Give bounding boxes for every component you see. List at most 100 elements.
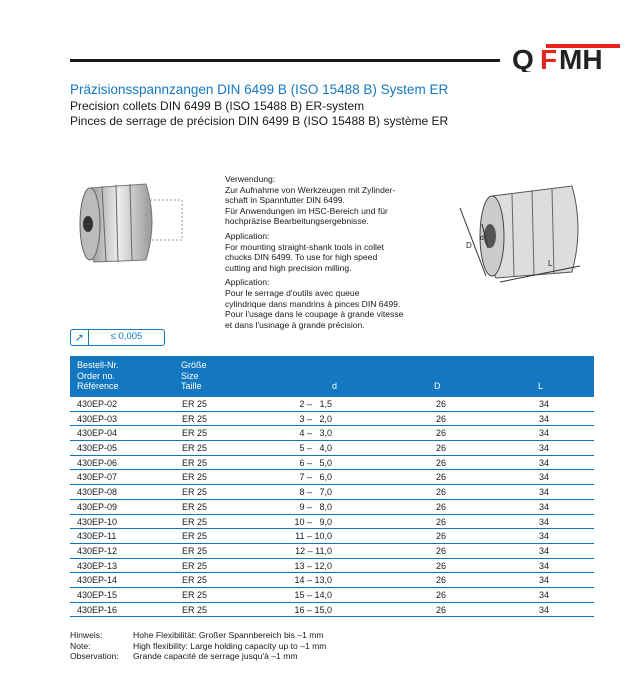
table-row: 430EP-02 ER 25 2 – 1,5 26 34 [70,397,594,412]
svg-text:D: D [466,241,472,250]
cell-size: ER 25 [182,560,208,571]
cell-L: 34 [539,501,550,512]
cell-size: ER 25 [182,472,208,483]
svg-text:F: F [540,44,557,72]
cell-L: 34 [539,487,550,498]
table-row: 430EP-08 ER 25 8 – 7,0 26 34 [70,485,594,500]
cell-order-no: 430EP-07 [77,472,118,483]
cell-L: 34 [539,413,550,424]
header-D: D [434,381,441,391]
header-d: d [332,381,338,391]
collet-photo [79,183,183,263]
usage-description: Verwendung: Zur Aufnahme von Werkzeugen m… [225,174,404,330]
cell-size: ER 25 [182,575,208,586]
cell-d-range: 12 – 11,0 [295,545,332,556]
cell-D: 26 [436,575,447,586]
title-de: Präzisionsspannzangen DIN 6499 B (ISO 15… [70,82,449,97]
runout-tolerance-box: ➚ ≤ 0,005 [70,329,165,346]
table-row: 430EP-12 ER 25 12 – 11,0 26 34 [70,544,594,559]
cell-D: 26 [436,560,447,571]
qfmh-logo: Q F MH [512,44,620,72]
cell-size: ER 25 [182,399,208,409]
cell-D: 26 [436,516,447,527]
cell-order-no: 430EP-05 [77,443,118,454]
cell-size: ER 25 [182,443,208,454]
cell-D: 26 [436,457,447,468]
cell-d-range: 5 – 4,0 [299,443,332,454]
table-row: 430EP-14 ER 25 14 – 13,0 26 34 [70,573,594,588]
title-fr: Pinces de serrage de précision DIN 6499 … [70,114,449,128]
cell-L: 34 [539,575,550,586]
cell-size: ER 25 [182,531,208,542]
cell-L: 34 [539,604,550,615]
cell-d-range: 7 – 6,0 [299,472,332,483]
cell-order-no: 430EP-12 [77,545,118,556]
table-row: 430EP-15 ER 25 15 – 14,0 26 34 [70,588,594,603]
cell-D: 26 [436,545,447,556]
cell-order-no: 430EP-15 [77,589,118,600]
runout-arrow-icon: ➚ [71,330,89,345]
cell-size: ER 25 [182,413,208,424]
svg-text:d: d [480,235,484,242]
tolerance-value: ≤ 0,005 [110,331,143,342]
cell-D: 26 [436,501,447,512]
cell-order-no: 430EP-06 [77,457,118,468]
header-ref: Bestell-Nr. Order no. Référence [77,360,119,391]
cell-D: 26 [436,531,447,542]
collet-dimension-drawing: D d L [459,185,581,283]
header-rule [70,59,500,62]
table-header: Bestell-Nr. Order no. Référence Größe Size T… [70,356,594,397]
table-row: 430EP-04 ER 25 4 – 3,0 26 34 [70,426,594,442]
cell-d-range: 15 – 14,0 [294,589,332,600]
cell-L: 34 [539,443,550,454]
cell-L: 34 [539,545,550,556]
notes: Hinweis: Hohe Flexibilität: Großer Spannb… [70,630,327,662]
table-row: 430EP-06 ER 25 6 – 5,0 26 34 [70,456,594,471]
svg-text:MH: MH [559,44,603,72]
cell-L: 34 [539,399,550,409]
cell-size: ER 25 [182,501,208,512]
cell-d-range: 11 – 10,0 [295,531,332,542]
svg-text:Q: Q [512,44,534,72]
cell-d-range: 2 – 1,5 [299,399,332,409]
cell-L: 34 [539,589,550,600]
table-row: 430EP-07 ER 25 7 – 6,0 26 34 [70,470,594,486]
cell-L: 34 [539,516,550,527]
cell-L: 34 [539,531,550,542]
cell-size: ER 25 [182,428,208,439]
cell-D: 26 [436,472,447,483]
cell-D: 26 [436,604,447,615]
cell-order-no: 430EP-10 [77,516,118,527]
cell-size: ER 25 [182,457,208,468]
cell-order-no: 430EP-08 [77,487,118,498]
cell-D: 26 [436,487,447,498]
cell-d-range: 16 – 15,0 [294,604,332,615]
cell-d-range: 10 – 9,0 [294,516,332,527]
cell-d-range: 3 – 2,0 [299,413,332,424]
cell-order-no: 430EP-14 [77,575,118,586]
cell-size: ER 25 [182,545,208,556]
table-row: 430EP-13 ER 25 13 – 12,0 26 34 [70,559,594,574]
cell-d-range: 8 – 7,0 [299,487,332,498]
cell-D: 26 [436,399,447,409]
cell-order-no: 430EP-13 [77,560,118,571]
table-row: 430EP-05 ER 25 5 – 4,0 26 34 [70,441,594,456]
cell-order-no: 430EP-16 [77,604,118,615]
cell-D: 26 [436,413,447,424]
cell-D: 26 [436,589,447,600]
cell-d-range: 4 – 3,0 [299,428,332,439]
cell-d-range: 9 – 8,0 [299,501,332,512]
cell-order-no: 430EP-02 [77,399,118,409]
cell-size: ER 25 [182,487,208,498]
header-L: L [538,381,544,391]
cell-order-no: 430EP-04 [77,428,118,439]
cell-D: 26 [436,443,447,454]
cell-D: 26 [436,428,447,439]
cell-size: ER 25 [182,516,208,527]
header-size: Größe Size Taille [181,360,207,391]
table-row: 430EP-09 ER 25 9 – 8,0 26 34 [70,500,594,515]
cell-size: ER 25 [182,604,208,615]
cell-d-range: 14 – 13,0 [294,575,332,586]
cell-d-range: 13 – 12,0 [294,560,332,571]
cell-L: 34 [539,472,550,483]
